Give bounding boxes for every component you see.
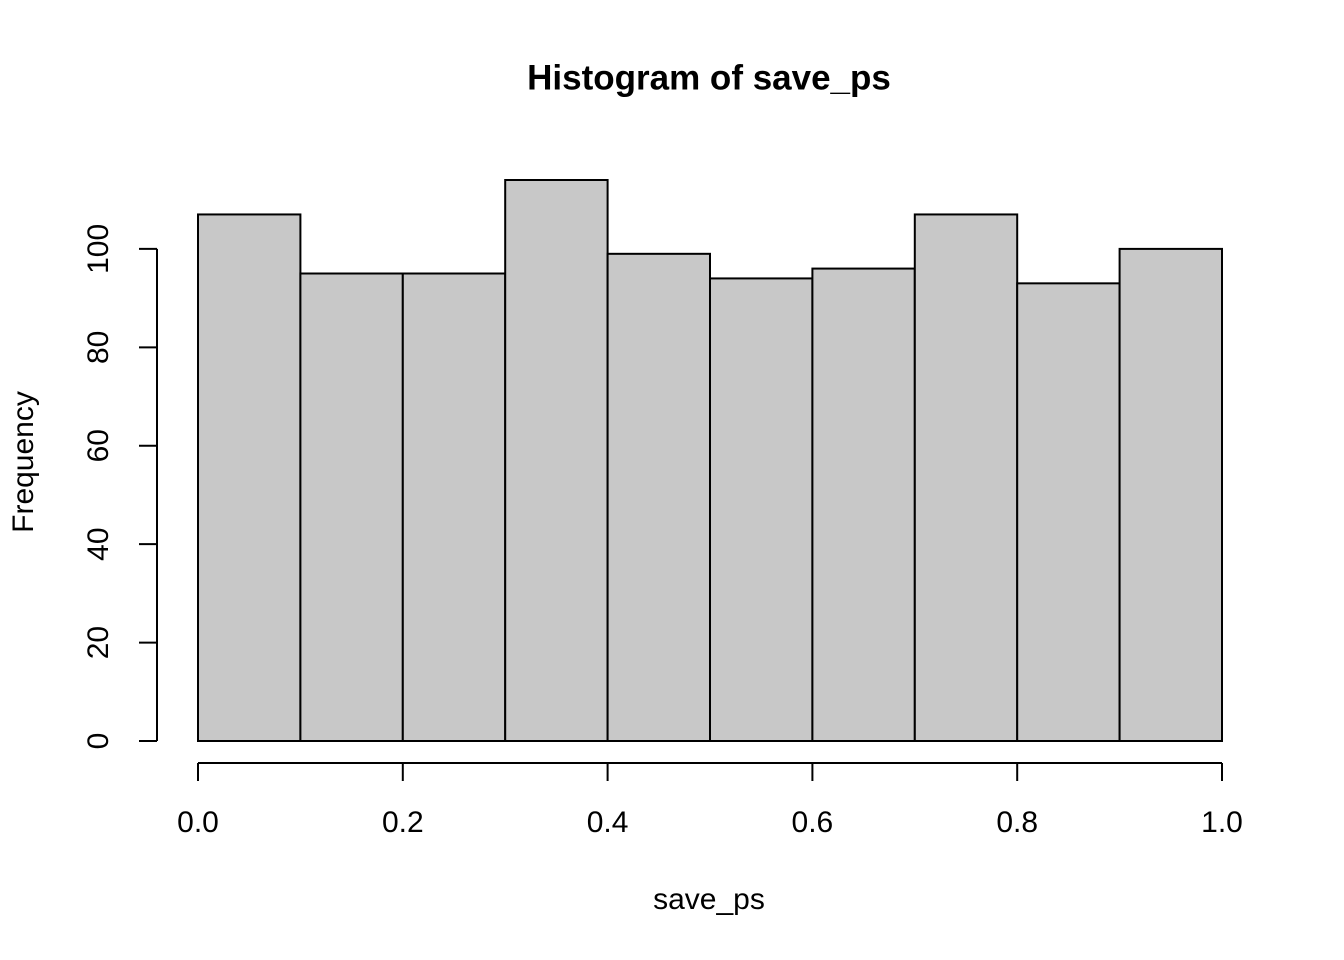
bar [197,213,302,742]
x-tick-label: 0.8 [996,806,1038,839]
y-tick-label: 60 [82,429,115,462]
bar [1016,282,1121,742]
x-tick-label: 0.4 [587,806,629,839]
x-tick-label: 0.0 [177,806,219,839]
bar [811,267,916,742]
bar [504,179,609,742]
chart-title: Histogram of save_ps [527,58,891,97]
x-tick-label: 0.2 [382,806,424,839]
y-tick-label: 20 [82,626,115,659]
y-tick-label: 80 [82,331,115,364]
x-tick-label: 0.6 [792,806,834,839]
bar [1118,247,1223,742]
y-tick-label: 0 [82,733,115,750]
x-axis-label: save_ps [653,883,765,916]
y-tick-label: 100 [82,224,115,274]
bar [913,213,1019,742]
bar [709,277,814,742]
x-tick-label: 1.0 [1201,806,1243,839]
y-tick-label: 40 [82,527,115,560]
bar [606,252,711,742]
bar [401,272,507,742]
bar [299,272,404,742]
y-axis-label: Frequency [7,391,40,533]
